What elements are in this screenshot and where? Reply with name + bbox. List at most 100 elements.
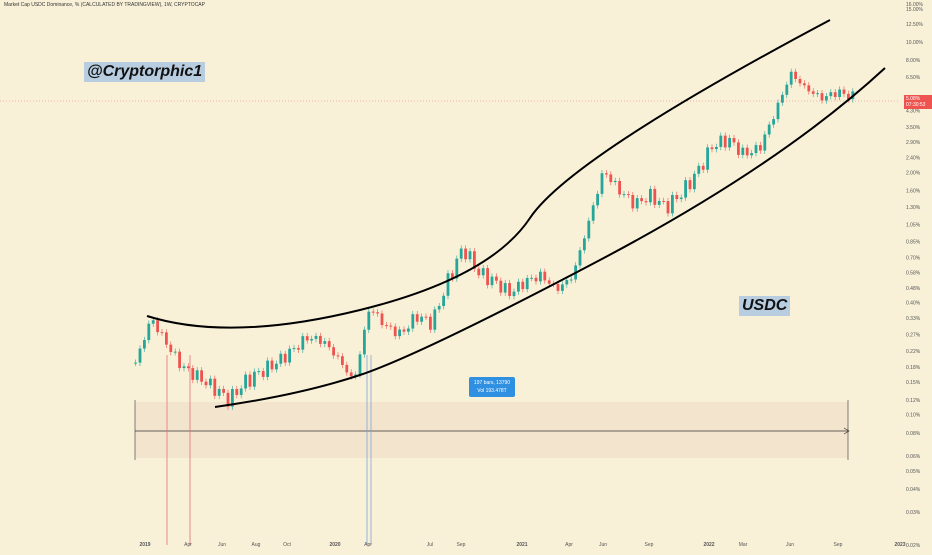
y-tick-label: 0.05%	[906, 469, 921, 475]
candle-body	[649, 188, 652, 203]
candle-body	[741, 147, 745, 155]
candle-body	[811, 91, 815, 94]
x-tick-label: Jul	[427, 542, 433, 548]
candle-body	[455, 258, 459, 279]
candle-body	[781, 94, 784, 103]
candle-body	[266, 360, 269, 377]
x-tick-label: 2022	[703, 542, 714, 548]
y-tick-label: 10.00%	[906, 40, 924, 46]
author-tag: @Cryptorphic1	[84, 62, 206, 82]
x-tick-label: Sep	[834, 542, 843, 548]
candle-body	[217, 388, 221, 396]
y-tick-label: 16.00%	[906, 2, 924, 8]
candle-body	[429, 316, 432, 330]
candle-body	[706, 147, 709, 170]
candle-body	[583, 238, 586, 251]
candle-body	[596, 193, 599, 206]
candle-body	[499, 280, 503, 293]
candle-body	[173, 351, 177, 353]
candle-body	[587, 220, 591, 239]
candle-body	[446, 273, 450, 296]
candle-body	[517, 281, 520, 292]
candle-body	[187, 366, 190, 369]
candle-body	[605, 173, 608, 175]
candle-body	[376, 312, 379, 314]
candle-body	[710, 147, 714, 150]
candle-body	[349, 372, 353, 377]
candle-body	[640, 198, 643, 202]
y-tick-label: 6.50%	[906, 75, 921, 81]
x-tick-label: Aug	[252, 542, 261, 548]
candle-body	[213, 378, 217, 396]
y-tick-label: 0.18%	[906, 365, 921, 371]
candle-body	[539, 271, 542, 282]
x-tick-label: Apr	[184, 542, 192, 548]
y-tick-label: 0.40%	[906, 301, 921, 307]
asset-tag: USDC	[739, 296, 791, 316]
candle-body	[253, 371, 256, 387]
candle-body	[847, 93, 850, 100]
candle-body	[737, 142, 740, 155]
candle-body	[222, 388, 225, 393]
candle-body	[239, 388, 243, 395]
candle-body	[415, 314, 419, 322]
candle-body	[257, 371, 261, 373]
candle-body	[156, 320, 159, 333]
candle-body	[644, 201, 648, 203]
candle-body	[495, 276, 498, 281]
candle-body	[543, 271, 547, 281]
candle-body	[675, 194, 679, 200]
candle-body	[767, 124, 771, 135]
channel-lower-line	[214, 67, 886, 408]
y-tick-label: 3.50%	[906, 125, 921, 131]
candle-body	[288, 348, 291, 363]
candle-body	[204, 381, 208, 386]
y-tick-label: 0.04%	[906, 487, 921, 493]
candle-body	[715, 146, 718, 150]
candle-body	[618, 180, 621, 195]
candle-body	[547, 280, 551, 284]
candle-body	[728, 137, 731, 148]
measure-arrowhead	[843, 427, 850, 435]
candle-body	[657, 200, 661, 205]
candle-body	[825, 96, 828, 101]
candle-body	[182, 366, 186, 369]
y-tick-label: 0.33%	[906, 316, 921, 322]
candle-body	[631, 195, 635, 209]
candle-body	[341, 356, 344, 365]
y-tick-label: 0.08%	[906, 431, 921, 437]
candle-body	[420, 316, 423, 322]
candle-body	[627, 194, 630, 196]
candle-body	[534, 277, 538, 282]
x-tick-label: Apr	[364, 542, 372, 548]
candle-body	[468, 251, 472, 260]
x-tick-label: Sep	[645, 542, 654, 548]
candle-body	[319, 335, 322, 344]
candle-body	[244, 374, 247, 389]
chart-title: Market Cap USDC Dominance, % (CALCULATED…	[4, 2, 205, 8]
candle-body	[473, 251, 476, 269]
candle-body	[508, 283, 511, 297]
candle-body	[191, 368, 195, 380]
candle-body	[143, 340, 146, 349]
candle-body	[279, 353, 283, 364]
y-tick-label: 0.15%	[906, 380, 921, 386]
candle-body	[600, 173, 604, 194]
x-tick-label: 2021	[516, 542, 527, 548]
candle-body	[275, 363, 278, 370]
candle-body	[732, 137, 736, 143]
candle-body	[671, 194, 674, 214]
candle-body	[697, 165, 701, 174]
y-tick-label: 0.70%	[906, 255, 921, 261]
candle-body	[195, 370, 199, 380]
x-tick-label: Mar	[739, 542, 748, 548]
candle-body	[464, 248, 467, 260]
y-tick-label: 1.60%	[906, 188, 921, 194]
candle-body	[565, 280, 569, 285]
candle-body	[442, 295, 445, 307]
candle-body	[235, 388, 239, 395]
x-tick-label: 2023	[894, 542, 905, 548]
candle-body	[178, 351, 181, 369]
